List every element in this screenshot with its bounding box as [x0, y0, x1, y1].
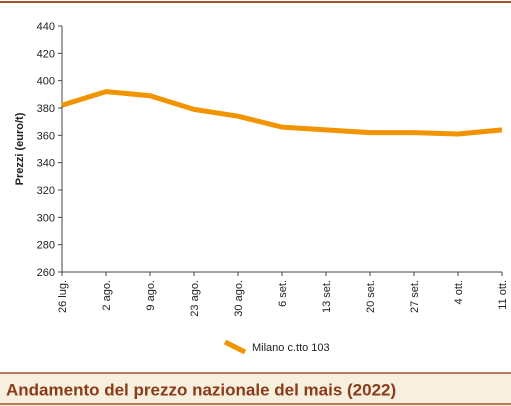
y-tick-label: 340 — [37, 158, 55, 170]
y-tick-label: 420 — [37, 48, 55, 60]
y-tick-label: 280 — [37, 240, 55, 252]
x-tick-label: 2 ago. — [101, 280, 113, 311]
y-axis-label: Prezzi (euro/t) — [14, 112, 26, 185]
y-tick-label: 320 — [37, 185, 55, 197]
x-tick-label: 20 set. — [365, 280, 377, 313]
x-tick-label: 6 set. — [277, 280, 289, 307]
x-tick-label: 13 set. — [321, 280, 333, 313]
x-tick-label: 4 ott. — [453, 280, 465, 304]
x-tick-label: 30 ago. — [233, 280, 245, 317]
line-series — [61, 89, 503, 137]
y-tick-label: 360 — [37, 130, 55, 142]
x-tick-label: 9 ago. — [145, 280, 157, 311]
title-band — [0, 373, 511, 406]
x-tick-label: 11 ott. — [497, 280, 509, 310]
x-tick-label: 23 ago. — [189, 280, 201, 317]
y-tick-label: 260 — [37, 267, 55, 279]
legend-swatch — [223, 339, 247, 355]
y-tick-label: 380 — [37, 103, 55, 115]
legend-label: Milano c.tto 103 — [252, 342, 330, 354]
y-tick-label: 300 — [37, 212, 55, 224]
chart-title: Andamento del prezzo nazionale del mais … — [6, 380, 396, 399]
y-tick-label: 400 — [37, 76, 55, 88]
x-tick-label: 26 lug. — [57, 280, 69, 313]
y-tick-label: 440 — [37, 21, 55, 33]
x-tick-label: 27 set. — [409, 280, 421, 313]
